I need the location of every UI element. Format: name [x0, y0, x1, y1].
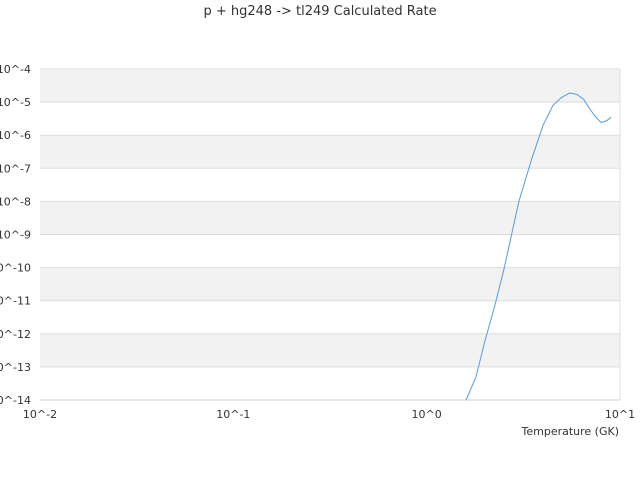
y-tick-label: 10^-4	[0, 63, 31, 76]
axes	[40, 69, 621, 401]
y-tick-label: 10^-5	[0, 96, 31, 109]
series-line	[465, 92, 612, 401]
y-tick-label: 10^-14	[0, 394, 31, 407]
y-tick-label: 10^-9	[0, 229, 31, 242]
grid-band	[40, 333, 620, 367]
x-tick-label: 10^1	[605, 408, 635, 421]
grid-band	[40, 201, 620, 235]
y-tick-label: 10^-13	[0, 361, 31, 374]
y-tick-label: 10^-11	[0, 295, 31, 308]
grid-band	[40, 135, 620, 169]
grid-band	[40, 69, 620, 103]
y-tick-label: 10^-10	[0, 262, 31, 275]
y-tick-label: 10^-6	[0, 129, 31, 142]
y-tick-label: 10^-7	[0, 162, 31, 175]
series-layer	[465, 92, 612, 401]
x-tick-label: 10^-1	[216, 408, 250, 421]
y-tick-labels: 10^-4 10^-5 10^-6 10^-7 10^-8 10^-9 10^-10 10^-…	[0, 63, 31, 407]
x-axis-label: Temperature (GK)	[521, 425, 620, 438]
chart-title: p + hg248 -> tl249 Calculated Rate	[203, 4, 437, 19]
x-tick-label: 10^0	[412, 408, 442, 421]
x-tick-label: 10^-2	[23, 408, 57, 421]
y-tick-label: 10^-12	[0, 328, 31, 341]
grid-band	[40, 267, 620, 301]
x-tick-labels: 10^-2 10^-1 10^0 10^1	[23, 408, 635, 421]
grid-bands	[40, 69, 620, 367]
y-tick-label: 10^-8	[0, 195, 31, 208]
